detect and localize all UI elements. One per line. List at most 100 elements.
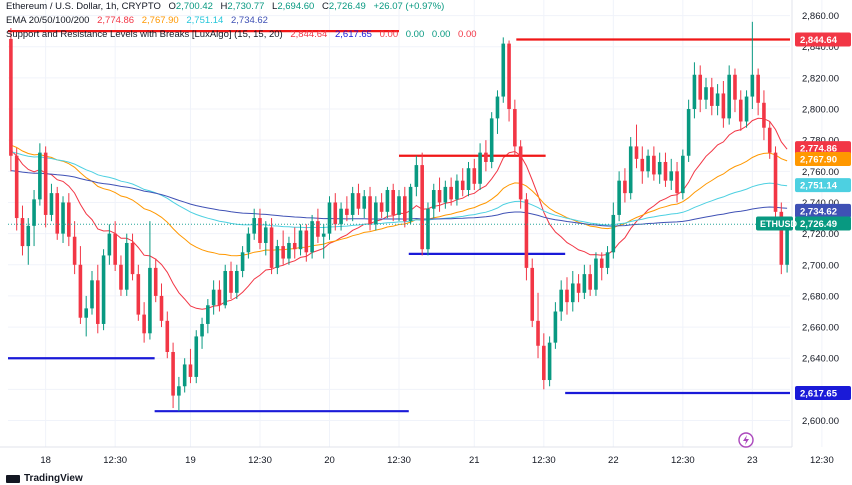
candle-body: [119, 264, 123, 290]
candle-body: [605, 252, 610, 268]
price-label-box: [795, 178, 851, 193]
candle-body: [298, 230, 303, 250]
candle-body: [263, 227, 268, 243]
candle-body: [9, 38, 13, 156]
candle-body: [397, 196, 401, 215]
candle-body: [148, 267, 152, 334]
candle-body: [269, 227, 274, 268]
candle-body: [49, 193, 54, 215]
candle-body: [681, 155, 685, 194]
candle-body: [211, 289, 216, 306]
candle-body: [136, 274, 141, 315]
x-tick-label: 12:30: [671, 455, 695, 466]
y-tick-label: 2,780.00: [802, 136, 839, 147]
candle-body: [657, 161, 662, 175]
candle-body: [704, 87, 708, 100]
candle-body: [669, 171, 674, 181]
price-label-text: 2,767.90: [800, 155, 837, 166]
candle-body: [460, 180, 465, 191]
candle-body: [194, 336, 199, 377]
candle-body: [570, 283, 575, 303]
candle-body: [356, 193, 361, 209]
tradingview-mark-icon: [6, 474, 20, 483]
candle-body: [478, 152, 482, 184]
candle-body: [530, 267, 535, 321]
candle-body: [710, 87, 714, 106]
candle-body: [258, 218, 262, 243]
candle-body: [379, 202, 384, 212]
ema-indicator-label[interactable]: EMA 20/50/100/200: [6, 15, 90, 26]
y-tick-label: 2,700.00: [802, 260, 839, 271]
candle-body: [466, 168, 471, 191]
candle-body: [339, 208, 343, 225]
x-tick-label: 19: [185, 455, 196, 466]
candle-body: [113, 233, 117, 265]
lightning-icon[interactable]: [738, 432, 754, 448]
ema200-value: 2,734.62: [230, 15, 268, 26]
candle-body: [623, 180, 627, 194]
price-label-box: [795, 203, 851, 218]
candle-body: [495, 96, 500, 119]
price-label-text: 2,734.62: [800, 206, 837, 217]
candle-body: [773, 152, 778, 212]
candle-body: [518, 146, 523, 200]
y-tick-label: 2,660.00: [802, 323, 839, 334]
price-label-text: 2,844.64: [800, 35, 838, 46]
candle-body: [617, 180, 621, 215]
candle-body: [310, 221, 314, 253]
candle-body: [304, 230, 309, 253]
low-value: 2,694.60: [277, 1, 315, 12]
symbol-tag-box: [756, 216, 793, 231]
sr-value-3: 0.00: [379, 29, 399, 40]
tradingview-logo[interactable]: TradingView: [6, 473, 83, 484]
candle-body: [130, 242, 135, 275]
candle-body: [107, 233, 112, 256]
candle-body: [159, 295, 164, 321]
x-tick-label: 22: [608, 455, 619, 466]
candle-body: [153, 267, 158, 296]
candle-body: [594, 258, 598, 290]
legend-sr-line: Support and Resistance Levels with Break…: [6, 28, 477, 42]
close-value: 2,726.49: [328, 1, 366, 12]
candle-body: [489, 118, 494, 162]
candle-body: [721, 93, 726, 119]
symbol-title[interactable]: Ethereum / U.S. Dollar, 1h, CRYPTO: [6, 1, 161, 12]
candle-body: [385, 190, 390, 212]
candle-body: [124, 242, 129, 290]
candle-body: [32, 199, 36, 226]
candle-body: [611, 214, 616, 253]
candle-body: [524, 199, 529, 268]
x-tick-label: 12:30: [532, 455, 556, 466]
candle-body: [559, 289, 563, 312]
y-tick-label: 2,840.00: [802, 42, 839, 53]
candle-body: [762, 102, 766, 128]
candle-body: [20, 218, 25, 247]
sr-value-1: 2,844.64: [290, 29, 328, 40]
sr-indicator-label[interactable]: Support and Resistance Levels with Break…: [6, 29, 283, 40]
ema20-value: 2,774.86: [97, 15, 135, 26]
candle-body: [472, 168, 477, 184]
candle-body: [738, 99, 743, 122]
candle-body: [38, 152, 42, 200]
candle-body: [767, 127, 772, 153]
x-tick-label: 21: [469, 455, 480, 466]
candle-body: [513, 109, 517, 147]
candle-body: [750, 74, 755, 97]
tradingview-text: TradingView: [24, 473, 83, 484]
candle-body: [72, 236, 77, 265]
change-value: +26.07 (+0.97%): [373, 1, 445, 12]
y-tick-label: 2,600.00: [802, 416, 839, 427]
open-value: 2,700.42: [175, 1, 213, 12]
y-tick-label: 2,640.00: [802, 354, 839, 365]
candle-body: [547, 342, 552, 381]
candle-body: [426, 208, 430, 250]
candle-body: [437, 190, 442, 203]
candle-body: [333, 202, 338, 225]
candle-body: [327, 202, 332, 234]
y-tick-label: 2,760.00: [802, 167, 839, 178]
candle-body: [449, 186, 453, 200]
candle-body: [402, 196, 407, 222]
candle-body: [501, 43, 506, 97]
y-tick-label: 2,720.00: [802, 229, 839, 240]
